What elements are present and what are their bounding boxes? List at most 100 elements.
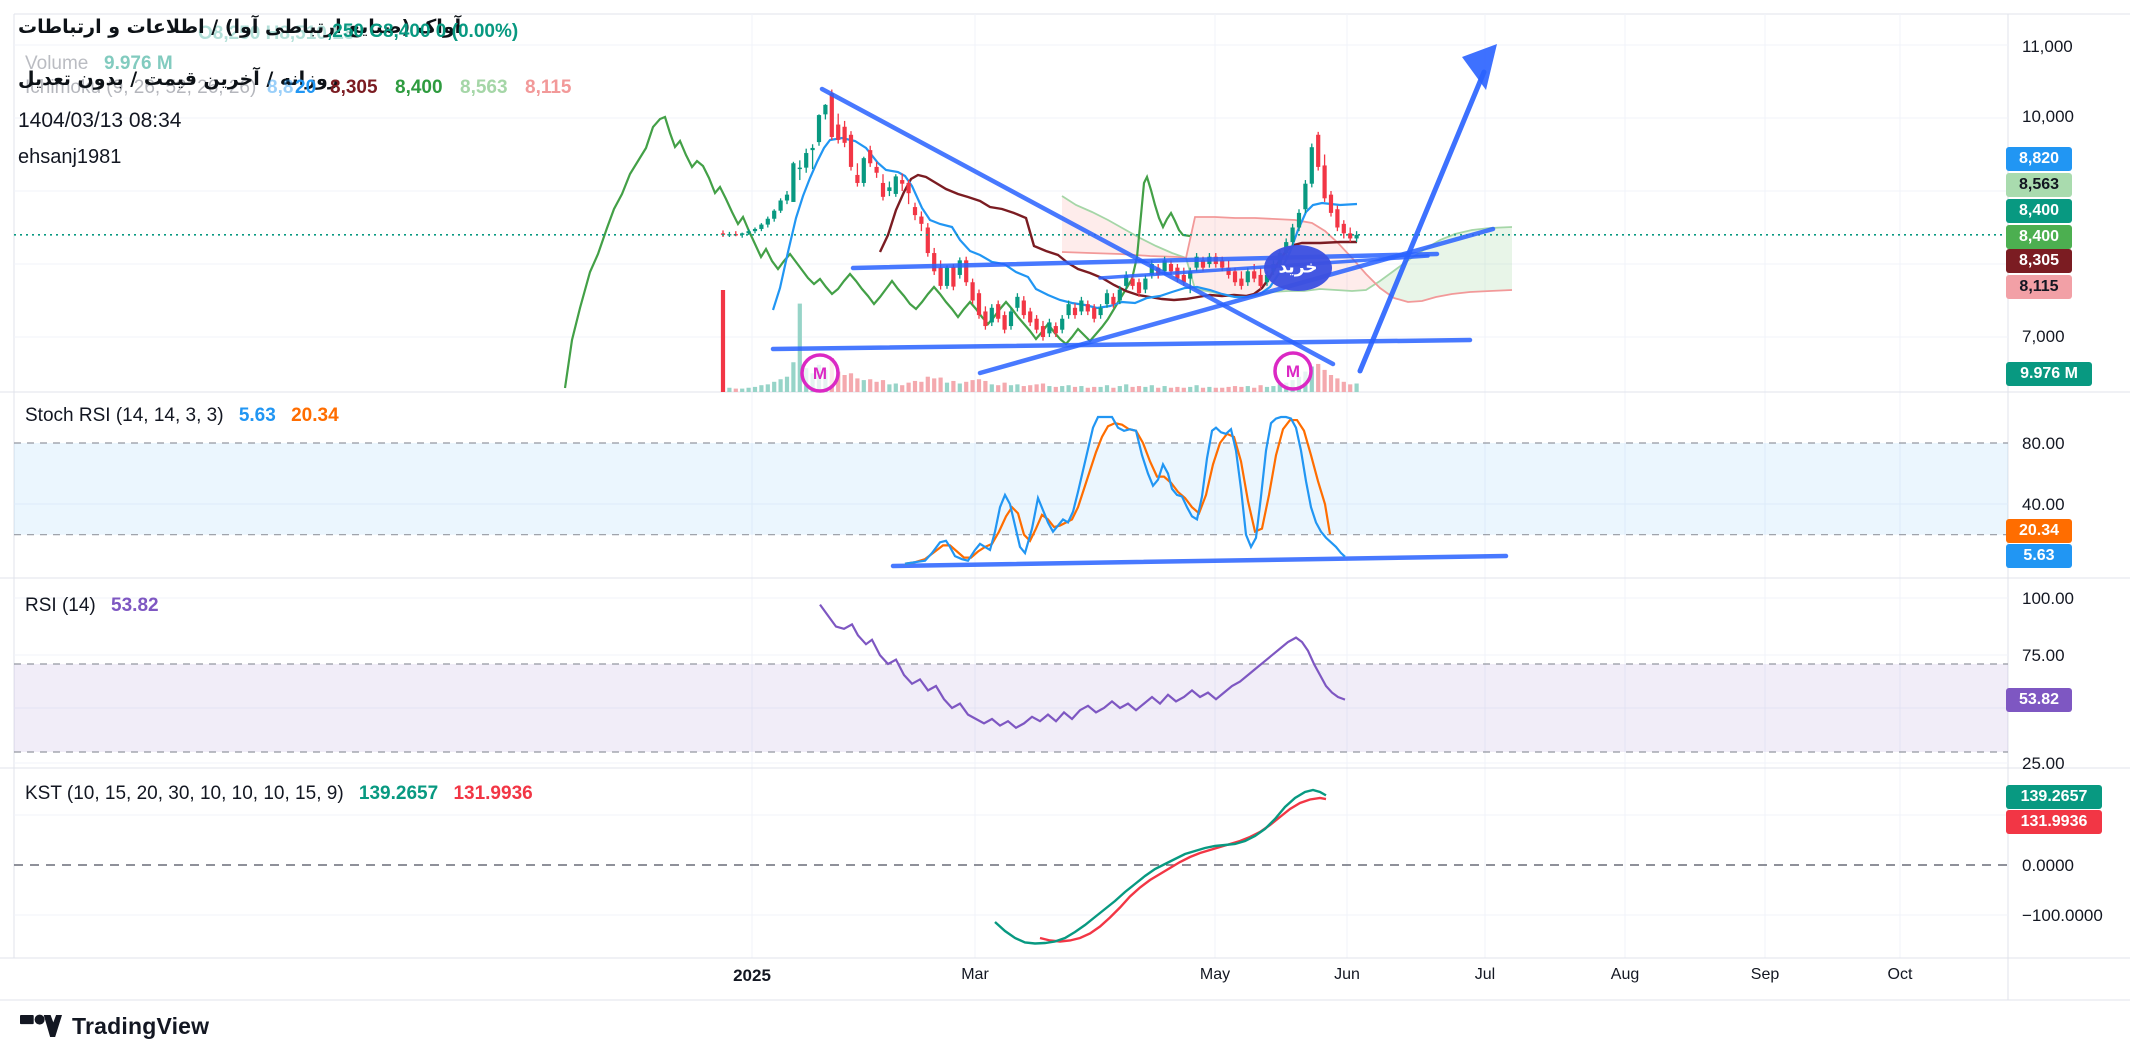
ichimoku-indicator-label[interactable]: Ichimoku (9, 26, 52, 26, 26)	[25, 77, 257, 98]
buy-annotation-label[interactable]: خرید	[1278, 257, 1318, 278]
volume-bar	[1028, 385, 1033, 392]
time-axis-month-label[interactable]: Aug	[1610, 966, 1640, 983]
candle-body	[810, 147, 815, 151]
volume-bar	[1034, 384, 1039, 392]
candle-body	[1220, 260, 1225, 268]
candle-body	[861, 158, 866, 183]
ichimoku-tenkan-value: 20	[295, 77, 317, 98]
volume-bar	[1207, 386, 1212, 392]
candle-body	[1194, 256, 1199, 268]
kst-signal-line	[1039, 796, 1327, 943]
candle-body	[1188, 271, 1193, 279]
volume-bar	[900, 385, 905, 392]
candle-body	[746, 231, 751, 234]
time-axis-month-label[interactable]: May	[1199, 966, 1231, 983]
symbol-title[interactable]: آواک (صنایع ارتباطی آوا) / اطلاعات و ارت…	[18, 16, 462, 38]
rsi-scale-label: 75.00	[2022, 646, 2065, 665]
time-axis-month-label[interactable]: Sep	[1750, 966, 1780, 983]
trendline-drawing	[819, 86, 1336, 367]
candle-body	[996, 304, 1001, 319]
price-badge: 8,305	[2006, 249, 2072, 273]
rsi-value: 53.82	[111, 595, 159, 616]
candle-body	[938, 267, 943, 286]
kst-pane-title[interactable]: KST (10, 15, 20, 30, 10, 10, 10, 15, 9) …	[25, 784, 533, 803]
candle-body	[880, 182, 886, 197]
volume-bar	[970, 380, 975, 392]
candle-body	[1162, 260, 1167, 272]
candle-body	[893, 176, 898, 194]
candle-body	[804, 153, 809, 168]
candle-body	[778, 200, 783, 211]
stoch-rsi-pane-title[interactable]: Stoch RSI (14, 14, 3, 3) 5.63 20.34	[25, 406, 339, 425]
volume-bar	[1271, 386, 1276, 392]
candle-body	[1264, 274, 1270, 283]
m-marker-circle	[800, 353, 840, 393]
candle-body	[791, 163, 796, 202]
ohlc-ghost-text: O8,250 H8,510 L8	[198, 23, 355, 44]
volume-bar	[912, 380, 918, 392]
volume-indicator-label[interactable]: Volume	[25, 53, 89, 74]
volume-bar	[874, 381, 879, 392]
candle-body	[1060, 318, 1065, 330]
trendline-drawing	[850, 251, 1440, 271]
candle-body	[932, 253, 937, 272]
time-axis-month-label[interactable]: Oct	[1887, 966, 1913, 983]
candle-body	[970, 282, 975, 301]
volume-bar	[1226, 386, 1231, 392]
volume-bar	[1060, 386, 1065, 392]
time-axis-year-label[interactable]: 2025	[733, 966, 771, 985]
time-axis-month-label[interactable]: Jun	[1334, 966, 1360, 983]
arrow-head	[1462, 44, 1497, 90]
ichimoku-leada-value: 8,563	[460, 77, 508, 98]
candle-body	[816, 115, 822, 143]
volume-bar	[1156, 387, 1161, 392]
stoch-badge: 5.63	[2006, 544, 2072, 568]
author-annotation: ehsanj1981	[18, 146, 122, 168]
candle-body	[1200, 260, 1206, 268]
kst-scale-label: 0.0000	[2022, 856, 2074, 875]
time-axis-month-label[interactable]: Jul	[1474, 966, 1496, 983]
volume-bar	[765, 384, 770, 392]
volume-bar	[1239, 386, 1244, 392]
candle-body	[740, 233, 745, 235]
time-axis-month-label[interactable]: Mar	[961, 966, 989, 983]
m-marker-letter: M	[1286, 362, 1300, 381]
candle-body	[900, 180, 905, 184]
tradingview-branding[interactable]: TradingView	[20, 1012, 209, 1040]
candle-body	[1181, 274, 1186, 283]
volume-bar	[759, 385, 764, 392]
rsi-pane-title[interactable]: RSI (14) 53.82	[25, 596, 159, 615]
volume-bar	[1245, 386, 1250, 392]
volume-bar	[746, 387, 751, 392]
candle-body	[1322, 165, 1327, 199]
volume-bar	[1040, 383, 1046, 392]
volume-bar	[1047, 386, 1052, 392]
volume-bar	[1200, 387, 1206, 392]
m-marker-circle	[1273, 351, 1313, 391]
volume-bar	[1322, 369, 1327, 392]
volume-bar	[1277, 384, 1282, 392]
rsi-badge: 53.82	[2006, 688, 2072, 712]
candle-body	[1079, 300, 1084, 312]
ichimoku-tenkan-value-faint: 8,8	[267, 77, 294, 98]
candle-body	[887, 187, 892, 191]
rsi-label: RSI (14)	[25, 595, 96, 616]
volume-bar	[1066, 385, 1071, 392]
candle-body	[1111, 296, 1116, 305]
volume-bar	[1136, 386, 1142, 392]
volume-bar	[1258, 385, 1263, 392]
volume-bar	[1220, 387, 1225, 392]
rsi-scale-label: 25.00	[2022, 754, 2065, 773]
volume-bar	[791, 362, 796, 392]
candle-body	[1168, 264, 1174, 272]
candle-body	[784, 194, 790, 201]
candle-body	[1015, 296, 1020, 308]
candle-body	[912, 207, 918, 216]
volume-bar	[1181, 387, 1186, 392]
volume-bar	[727, 387, 732, 392]
stoch-k-value: 5.63	[238, 405, 276, 426]
kst-value: 139.2657	[358, 783, 439, 804]
candle-body	[1008, 311, 1014, 327]
